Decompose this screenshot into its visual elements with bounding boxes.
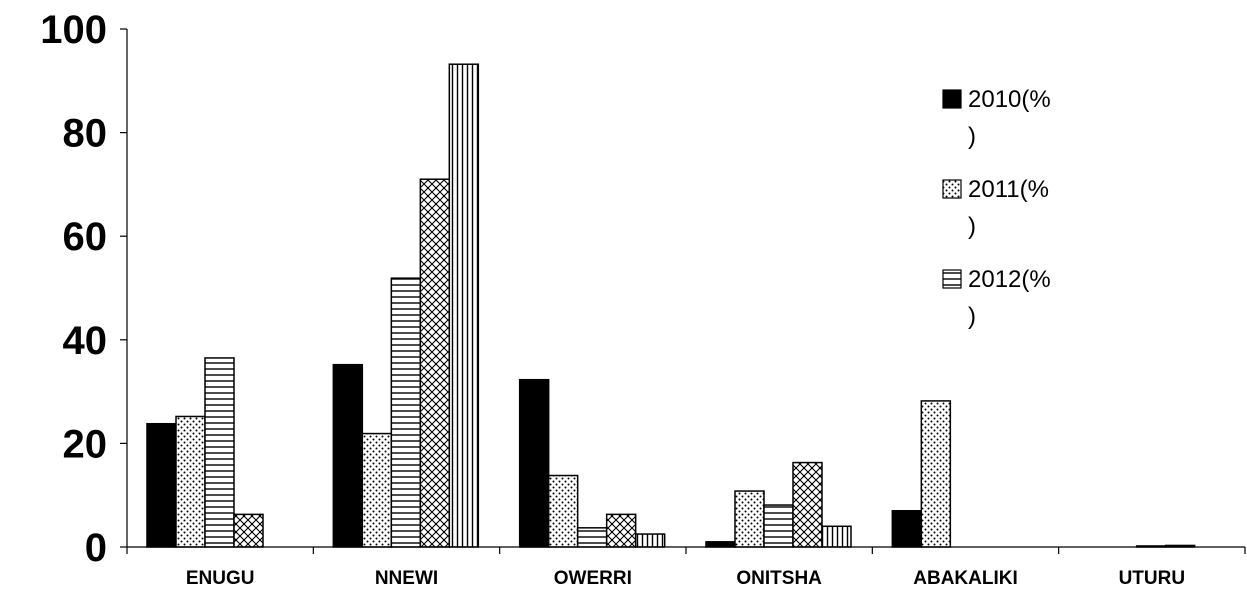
x-tick-label: OWERRI xyxy=(554,568,632,589)
bars-layer xyxy=(146,63,1196,548)
bar-nnewi-series-2 xyxy=(361,432,393,548)
x-tick-label: ENUGU xyxy=(186,568,255,589)
bar-nnewi-series-1 xyxy=(332,363,364,548)
bar-abakaliki-series-1 xyxy=(891,509,923,548)
bar-onitsha-series-3 xyxy=(763,504,794,548)
bar-owerri-series-5 xyxy=(634,533,666,548)
legend-label-continued: ) xyxy=(968,213,976,240)
bar-onitsha-series-1 xyxy=(705,541,736,548)
bar-enugu-series-2 xyxy=(175,415,206,548)
bar-onitsha-series-2 xyxy=(734,490,765,548)
bar-onitsha-series-4 xyxy=(792,461,823,548)
x-tick-label: UTURU xyxy=(1119,568,1186,589)
bar-enugu-series-1 xyxy=(146,422,177,548)
bar-owerri-series-4 xyxy=(605,513,637,548)
axes-layer: 0 20 40 60 80 100 ENUGU NNEWI OWERRI ONITSHA ABAKA… xyxy=(40,8,1246,589)
y-tick-label: 40 xyxy=(63,319,108,363)
legend-swatch xyxy=(942,179,962,199)
y-tick-label: 0 xyxy=(85,526,107,570)
legend-label-continued: ) xyxy=(968,303,976,330)
x-tick-label: ABAKALIKI xyxy=(913,568,1018,589)
bar-enugu-series-4 xyxy=(233,513,264,548)
bar-onitsha-series-5 xyxy=(821,525,852,548)
x-tick-label: ONITSHA xyxy=(736,568,822,589)
bar-abakaliki-series-2 xyxy=(920,400,952,548)
y-tick-label: 60 xyxy=(63,215,108,259)
legend-label: 2010(% xyxy=(968,86,1051,113)
y-tick-label: 100 xyxy=(40,8,107,52)
bar-nnewi-series-3 xyxy=(390,277,422,548)
legend: 2010(%) 2011(%) 2012(%) xyxy=(942,86,1051,330)
legend-label: 2011(% xyxy=(968,176,1049,203)
legend-label-continued: ) xyxy=(968,123,976,150)
bar-owerri-series-3 xyxy=(576,527,608,548)
y-tick-label: 20 xyxy=(63,422,108,466)
legend-label: 2012(% xyxy=(968,266,1051,293)
legend-swatch xyxy=(942,269,962,289)
bar-owerri-series-1 xyxy=(518,378,550,548)
bar-nnewi-series-4 xyxy=(419,178,451,548)
bar-enugu-series-3 xyxy=(204,357,235,548)
y-tick-label: 80 xyxy=(63,112,108,156)
legend-swatch xyxy=(942,89,962,109)
bar-nnewi-series-5 xyxy=(448,63,480,548)
x-tick-label: NNEWI xyxy=(375,568,438,589)
bar-owerri-series-2 xyxy=(547,474,579,548)
